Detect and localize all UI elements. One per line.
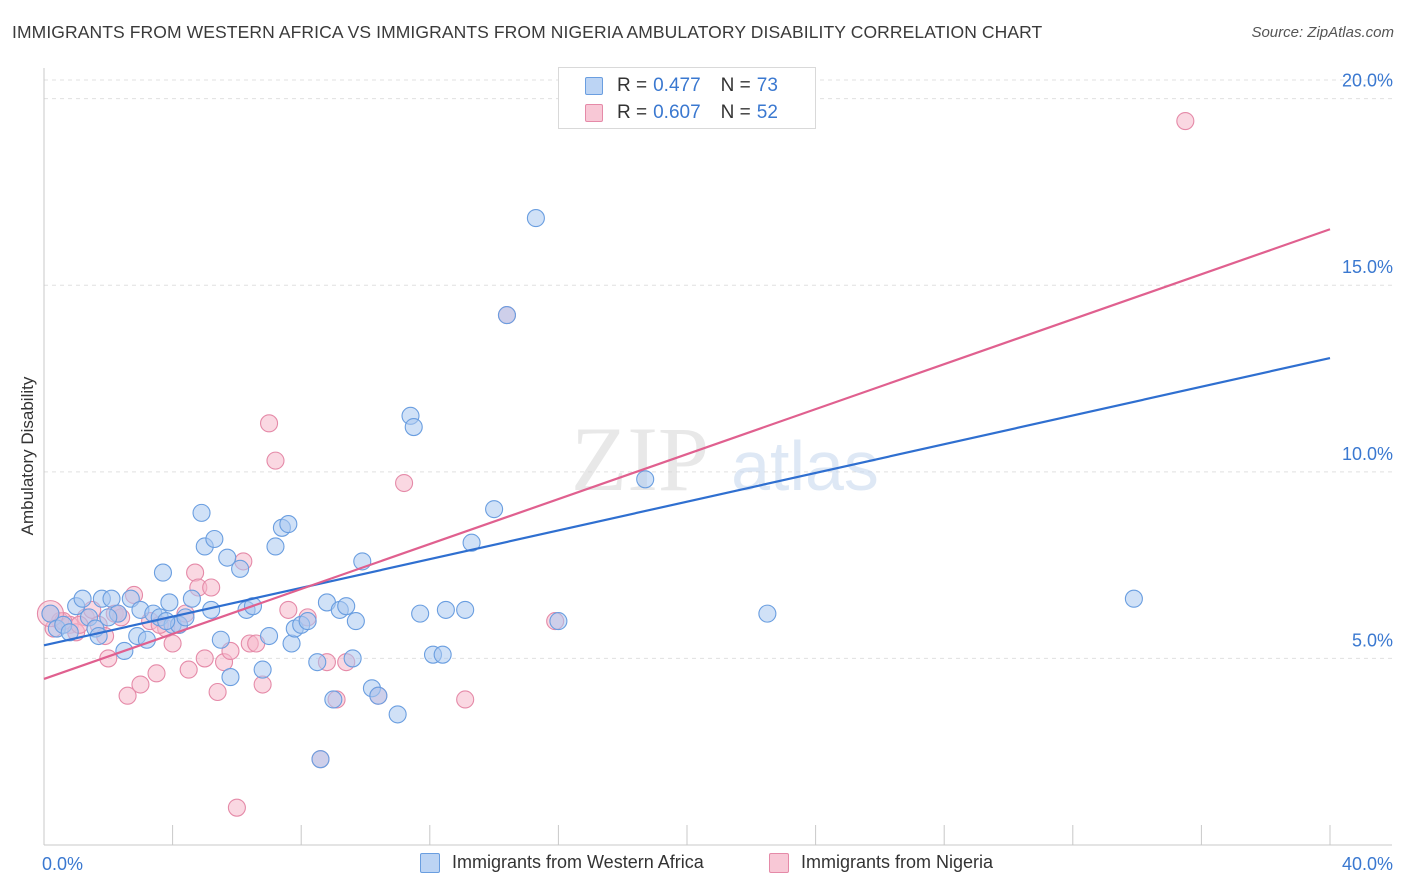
chart-title: IMMIGRANTS FROM WESTERN AFRICA VS IMMIGR… [12,22,1043,42]
western-africa-point [279,515,298,534]
nigeria-point [208,682,227,702]
nigeria-point [186,563,205,582]
legend-n-value: 73 [756,75,778,96]
western-africa-point [157,612,176,631]
y-tick-label: 5.0% [1352,630,1393,650]
axis-layer [43,68,1392,846]
western-africa-point [218,548,237,567]
watermark-zip: ZIP [571,408,709,510]
legend-n-label: N = [720,102,751,123]
y-tick-label: 20.0% [1342,71,1393,91]
western-africa-point [211,630,230,649]
legend-r-label: R = [617,75,648,96]
nigeria-point [259,414,279,433]
western-africa-point [311,750,330,769]
x-tick-label: 0.0% [42,854,83,874]
nigeria-point [179,660,198,679]
legend-n-label: N = [720,75,751,96]
trend-lines [43,228,1331,680]
axis-labels: 5.0% 10.0% 15.0% 20.0% 0.0% 40.0% [42,71,1393,874]
nigeria-point [118,686,137,705]
western-africa-point [153,563,173,582]
western-africa-point [231,559,250,578]
correlation-legend: R = 0.477 N = 73 R = 0.607 N = 52 [558,67,816,129]
western-africa-point [266,537,285,556]
western-africa-point [182,589,201,608]
western-africa-point [221,668,240,687]
western-africa-point [73,589,92,608]
western-africa-point [282,634,301,653]
western-africa-point [259,626,279,646]
western-africa-point [41,604,60,623]
legend-n-value: 52 [756,102,778,123]
western-africa-point [526,209,545,228]
western-africa-point [160,593,179,612]
western-africa-point [369,686,388,705]
nigeria-point [227,798,246,817]
bottom-legend-label-western-africa: Immigrants from Western Africa [452,852,704,872]
western-africa-point [485,500,504,519]
nigeria-point [147,664,166,683]
nigeria-point [195,649,214,668]
western-africa-point [308,653,327,672]
western-africa-point [636,470,655,489]
legend-row-western-africa: R = 0.477 N = 73 [585,74,798,98]
watermark: ZIP atlas [571,408,879,510]
western-africa-point [456,600,475,619]
y-axis-title: Ambulatory Disability [18,376,37,536]
nigeria-point [395,473,414,493]
watermark-atlas: atlas [731,427,879,505]
western-africa-point [758,604,777,623]
western-africa-point [298,612,317,631]
legend-r-value: 0.477 [653,75,701,96]
nigeria-point [266,451,285,470]
legend-r-label: R = [617,102,648,123]
y-tick-label: 15.0% [1342,257,1393,277]
legend-swatch-pink [585,104,603,122]
bottom-legend-western-africa: Immigrants from Western Africa [420,852,704,873]
western-africa-point [462,533,481,552]
source-label: Source: ZipAtlas.com [1251,24,1394,41]
western-africa-point [404,417,423,437]
trend-line-nigeria [43,228,1331,680]
legend-r-value: 0.607 [653,102,701,123]
western-africa-point [436,600,455,619]
western-africa-point [497,306,517,325]
western-africa-point [102,589,121,608]
western-africa-point [1124,589,1143,608]
bottom-legend-swatch-blue [420,852,440,873]
western-africa-point [346,612,365,631]
legend-row-nigeria: R = 0.607 N = 52 [585,101,798,125]
nigeria-point [279,600,298,619]
bottom-legend-swatch-pink [769,852,789,873]
x-tick-label: 40.0% [1342,854,1393,874]
western-africa-point [549,612,568,631]
western-africa-point [99,608,118,627]
nigeria-point [456,690,475,709]
western-africa-point [337,597,356,616]
y-tick-label: 10.0% [1342,444,1393,464]
bottom-legend-label-nigeria: Immigrants from Nigeria [801,852,994,872]
bottom-legend-nigeria: Immigrants from Nigeria [769,852,993,873]
western-africa-point [433,645,452,664]
western-africa-point [192,503,211,522]
western-africa-point [253,660,272,679]
western-africa-point [60,623,79,642]
western-africa-point [205,529,224,549]
legend-swatch-blue [585,77,603,95]
western-africa-point [343,649,362,668]
nigeria-point [202,578,221,597]
western-africa-point [411,604,430,623]
western-africa-point [388,705,407,724]
western-africa-point [324,690,343,709]
trend-line-western-africa [43,356,1331,647]
nigeria-point [131,675,150,694]
nigeria-point [1176,111,1195,131]
western-africa-point [89,626,108,646]
nigeria-point [163,634,182,653]
